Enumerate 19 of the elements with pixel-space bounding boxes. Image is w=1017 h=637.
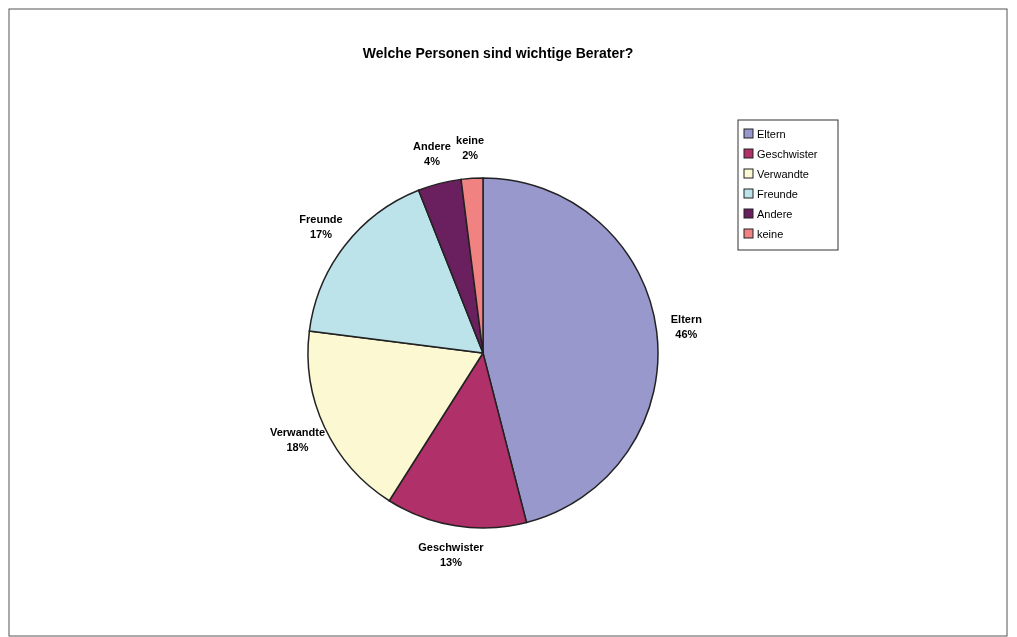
data-label: 13% [439,556,463,569]
legend-label: Eltern [757,128,786,140]
data-label: 2% [462,149,479,162]
data-label: 46% [675,328,698,341]
data-label: 17% [310,228,333,241]
slice-label: Verwandte [269,426,326,439]
data-label: 4% [424,155,441,168]
legend-label: keine [757,228,784,240]
chart-title: Welche Personen sind wichtige Berater? [362,45,634,61]
legend-label: Freunde [757,188,798,200]
legend-label: Geschwister [757,148,818,160]
slice-label: Eltern [670,313,703,326]
legend-label: Verwandte [757,168,809,180]
slice-label: keine [456,134,485,147]
slice-label: Freunde [299,213,343,226]
legend-label: Andere [757,208,793,220]
data-label: 18% [286,441,309,454]
slice-label: Andere [413,140,451,153]
slice-label: Geschwister [418,541,485,554]
